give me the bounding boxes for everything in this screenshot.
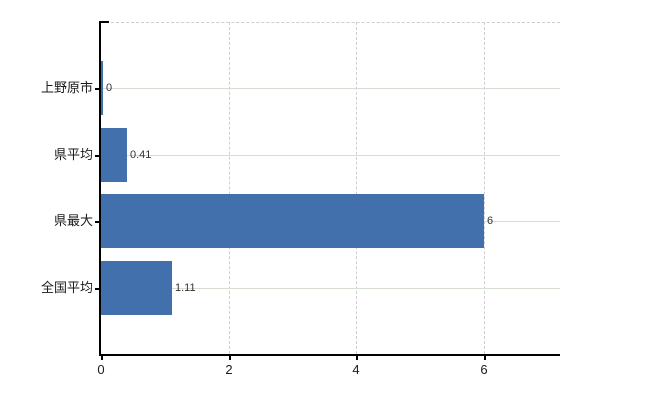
- bar-value-label: 0: [106, 82, 113, 94]
- bar-value-label: 1.11: [175, 282, 196, 294]
- y-axis-top-cap: [99, 21, 109, 23]
- v-gridline: [484, 22, 485, 354]
- x-tick-label: 0: [97, 362, 105, 377]
- x-axis-line: [99, 354, 560, 356]
- x-tick-label: 6: [480, 362, 488, 377]
- category-label: 上野原市: [40, 80, 93, 95]
- bar: [101, 261, 172, 315]
- x-tick-label: 2: [225, 362, 233, 377]
- plot-top-border: [101, 22, 560, 23]
- bar-value-label: 0.41: [130, 149, 152, 161]
- bar: [101, 61, 103, 115]
- x-tick: [356, 355, 358, 360]
- y-axis-line: [99, 21, 101, 356]
- category-label: 全国平均: [40, 280, 93, 295]
- v-gridline: [356, 22, 357, 354]
- y-tick: [95, 88, 101, 90]
- y-tick: [95, 221, 101, 223]
- y-tick: [95, 155, 101, 157]
- x-tick: [484, 355, 486, 360]
- category-label: 県最大: [53, 213, 93, 228]
- bar: [101, 128, 127, 182]
- bar: [101, 194, 484, 248]
- category-label: 県平均: [53, 147, 93, 162]
- x-tick: [229, 355, 231, 360]
- h-gridline: [101, 155, 560, 156]
- h-gridline: [101, 288, 560, 289]
- x-tick: [101, 355, 103, 360]
- x-tick-label: 4: [352, 362, 360, 377]
- bar-value-label: 6: [487, 215, 494, 227]
- h-gridline: [101, 88, 560, 89]
- v-gridline: [229, 22, 230, 354]
- y-tick: [95, 288, 101, 290]
